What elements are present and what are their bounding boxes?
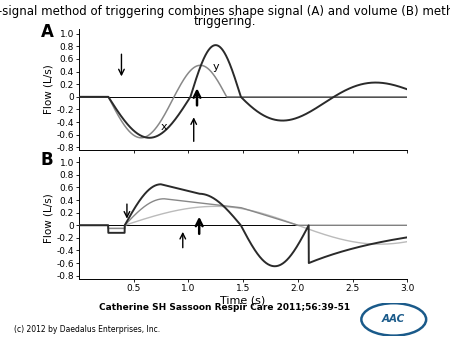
Text: AAC: AAC [382, 314, 405, 324]
Text: B: B [41, 151, 54, 169]
Text: triggering.: triggering. [194, 15, 256, 28]
Text: Catherine SH Sassoon Respir Care 2011;56:39-51: Catherine SH Sassoon Respir Care 2011;56… [99, 303, 351, 312]
Text: y: y [212, 62, 219, 72]
X-axis label: Time (s): Time (s) [220, 295, 266, 306]
Y-axis label: Flow (L/s): Flow (L/s) [44, 65, 54, 115]
Y-axis label: Flow (L/s): Flow (L/s) [44, 193, 54, 243]
Text: Shape-signal method of triggering combines shape signal (A) and volume (B) metho: Shape-signal method of triggering combin… [0, 5, 450, 18]
Text: (c) 2012 by Daedalus Enterprises, Inc.: (c) 2012 by Daedalus Enterprises, Inc. [14, 325, 160, 334]
Text: x: x [160, 122, 167, 132]
Text: A: A [41, 23, 54, 41]
